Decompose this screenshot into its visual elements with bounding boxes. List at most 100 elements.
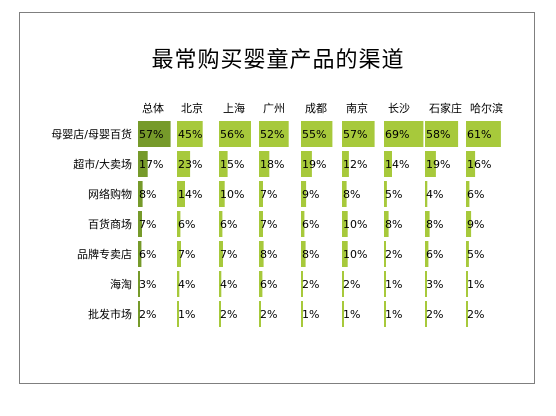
bar-6-7	[425, 301, 427, 327]
bar-2-1	[177, 181, 185, 207]
value-label-4-3: 8%	[260, 248, 277, 261]
value-label-5-2: 4%	[220, 278, 237, 291]
bar-4-3	[259, 241, 264, 267]
value-label-4-4: 8%	[302, 248, 319, 261]
bar-0-7	[425, 121, 459, 147]
bar-6-4	[301, 301, 303, 327]
bar-3-0	[138, 211, 142, 237]
value-label-6-7: 2%	[426, 308, 443, 321]
bar-6-2	[219, 301, 221, 327]
value-label-4-1: 7%	[178, 248, 195, 261]
value-label-3-1: 6%	[178, 218, 195, 231]
value-label-6-6: 1%	[385, 308, 402, 321]
value-label-3-3: 7%	[260, 218, 277, 231]
value-label-4-5: 10%	[343, 248, 367, 261]
value-label-1-4: 19%	[302, 158, 326, 171]
value-label-3-2: 6%	[220, 218, 237, 231]
bar-4-2	[219, 241, 223, 267]
column-header-1: 北京	[181, 101, 203, 115]
chart-title: 最常购买婴童产品的渠道	[151, 48, 405, 73]
bar-0-4	[301, 121, 333, 147]
value-label-2-5: 8%	[343, 188, 360, 201]
value-label-1-1: 23%	[178, 158, 202, 171]
column-header-6: 长沙	[388, 102, 410, 115]
row-label-1: 超市/大卖场	[73, 157, 132, 171]
value-label-6-8: 2%	[467, 308, 484, 321]
column-header-2: 上海	[223, 101, 245, 115]
value-label-2-3: 7%	[260, 188, 277, 201]
value-label-0-3: 52%	[260, 128, 284, 141]
bar-2-4	[301, 181, 307, 207]
bar-5-5	[342, 271, 344, 297]
value-label-1-0: 17%	[139, 158, 163, 171]
value-label-4-8: 5%	[467, 248, 484, 261]
bar-0-3	[259, 121, 289, 147]
bar-6-0	[138, 301, 140, 327]
bar-1-6	[384, 151, 392, 177]
value-label-1-6: 14%	[385, 158, 409, 171]
bar-3-3	[259, 211, 263, 237]
value-label-6-4: 1%	[302, 308, 319, 321]
bar-5-4	[301, 271, 303, 297]
chart-frame	[19, 12, 535, 384]
bar-6-5	[342, 301, 344, 327]
bar-1-2	[219, 151, 228, 177]
bar-0-2	[219, 121, 251, 147]
bar-6-1	[177, 301, 179, 327]
column-header-7: 石家庄	[429, 101, 462, 115]
bar-5-2	[219, 271, 222, 297]
column-header-3: 广州	[263, 102, 285, 115]
value-label-5-8: 1%	[467, 278, 484, 291]
value-label-2-1: 14%	[178, 188, 202, 201]
bar-2-3	[259, 181, 263, 207]
bar-4-5	[342, 241, 348, 267]
bar-1-1	[177, 151, 191, 177]
value-label-2-6: 5%	[385, 188, 402, 201]
bar-4-4	[301, 241, 306, 267]
value-label-6-5: 1%	[343, 308, 360, 321]
value-label-2-8: 6%	[467, 188, 484, 201]
bar-5-7	[425, 271, 427, 297]
bar-1-8	[466, 151, 476, 177]
bar-5-0	[138, 271, 140, 297]
column-header-0: 总体	[142, 101, 164, 115]
value-label-2-4: 9%	[302, 188, 319, 201]
bar-4-6	[384, 241, 386, 267]
row-label-6: 批发市场	[88, 307, 132, 321]
value-label-1-2: 15%	[220, 158, 244, 171]
row-label-0: 母婴店/母婴百货	[51, 127, 132, 141]
value-label-5-5: 2%	[343, 278, 360, 291]
bar-2-6	[384, 181, 387, 207]
bar-4-1	[177, 241, 181, 267]
bar-2-5	[342, 181, 347, 207]
value-label-0-4: 55%	[302, 128, 326, 141]
bar-0-5	[342, 121, 375, 147]
value-label-3-0: 7%	[139, 218, 156, 231]
bar-5-6	[384, 271, 386, 297]
value-label-1-5: 12%	[343, 158, 367, 171]
bar-3-4	[301, 211, 305, 237]
bar-6-8	[466, 301, 468, 327]
bar-5-3	[259, 271, 263, 297]
bar-0-0	[138, 121, 171, 147]
bar-2-2	[219, 181, 225, 207]
value-label-3-6: 8%	[385, 218, 402, 231]
value-label-2-0: 8%	[139, 188, 156, 201]
bar-4-7	[425, 241, 429, 267]
bar-6-6	[384, 301, 386, 327]
value-label-6-0: 2%	[139, 308, 156, 321]
bar-0-8	[466, 121, 501, 147]
value-label-5-4: 2%	[302, 278, 319, 291]
bar-1-5	[342, 151, 349, 177]
column-header-4: 成都	[305, 102, 327, 115]
value-label-0-0: 57%	[139, 128, 163, 141]
value-label-5-6: 1%	[385, 278, 402, 291]
bar-2-7	[425, 181, 428, 207]
value-label-5-1: 4%	[178, 278, 195, 291]
value-label-3-5: 10%	[343, 218, 367, 231]
value-label-0-7: 58%	[426, 128, 450, 141]
value-label-2-7: 4%	[426, 188, 443, 201]
value-label-0-1: 45%	[178, 128, 202, 141]
bar-6-3	[259, 301, 261, 327]
value-label-5-7: 3%	[426, 278, 443, 291]
